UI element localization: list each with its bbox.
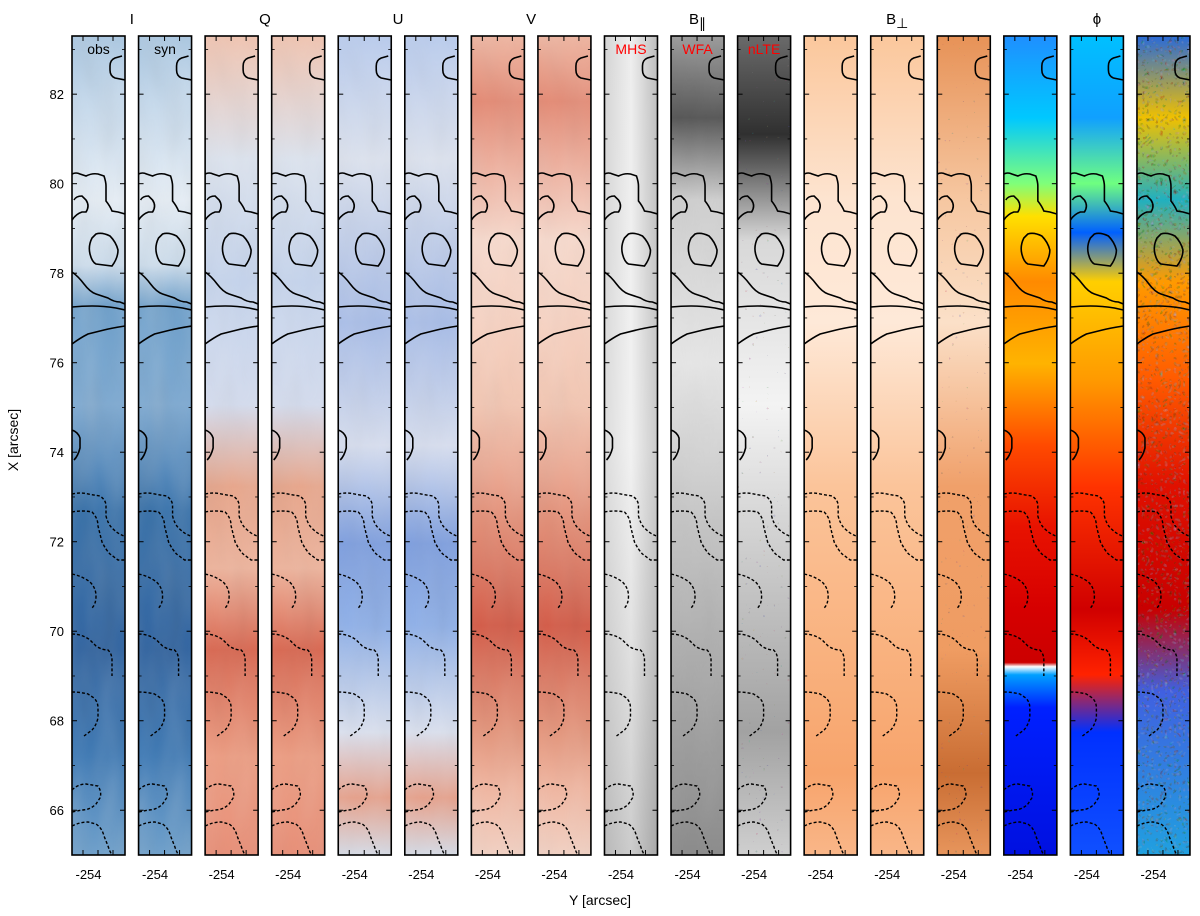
contour-overlay — [471, 55, 525, 855]
x-tick-label: -254 — [741, 867, 767, 882]
contour-overlay — [1003, 55, 1057, 855]
panel-label: nLTE — [748, 41, 780, 57]
map-panel: -254 — [1003, 35, 1058, 882]
map-panel: -254 — [1069, 35, 1125, 882]
contour-overlay — [338, 55, 392, 855]
x-tick-label: -254 — [342, 867, 368, 882]
contour-overlay — [537, 55, 591, 855]
y-tick-label: 76 — [50, 356, 64, 371]
y-tick-label: 74 — [50, 445, 64, 460]
map-panel: -254 — [204, 35, 259, 882]
group-title: ϕ — [1093, 11, 1101, 28]
x-tick-label: -254 — [1007, 867, 1033, 882]
y-axis: 66 68 70 72 74 76 78 80 82 — [50, 87, 64, 818]
y-tick-label: 82 — [50, 87, 64, 102]
x-tick-label: -254 — [1140, 867, 1166, 882]
map-panel: -254 — [869, 35, 925, 882]
x-tick-label: -254 — [874, 867, 900, 882]
y-tick-label: 78 — [50, 266, 64, 281]
y-tick-label: 68 — [50, 714, 64, 729]
y-tick-label: 70 — [50, 624, 64, 639]
x-tick-label: -254 — [1074, 867, 1100, 882]
x-tick-label: -254 — [142, 867, 168, 882]
x-tick-label: -254 — [475, 867, 501, 882]
map-panel: -254 — [270, 35, 326, 882]
map-panel: -254 WFA — [670, 35, 725, 882]
map-panel: -254 — [537, 35, 592, 882]
contour-overlay — [1070, 55, 1124, 855]
map-panel: -254 — [403, 35, 459, 882]
group-title: Q — [259, 11, 271, 28]
x-tick-label: -254 — [275, 867, 301, 882]
contour-overlay — [404, 55, 458, 855]
map-panel: -254 nLTE — [736, 35, 792, 882]
group-titles: I Q U V B∥ B⊥ ϕ — [130, 11, 1101, 31]
contour-overlay — [870, 55, 924, 855]
x-tick-label: -254 — [209, 867, 235, 882]
x-tick-label: -254 — [675, 867, 701, 882]
x-tick-label: -254 — [941, 867, 967, 882]
y-axis-label: X [arcsec] — [5, 409, 21, 471]
map-panel: -254 — [1136, 35, 1191, 882]
contour-overlay — [937, 55, 991, 855]
map-panel: -254 — [470, 35, 526, 882]
map-panel: -254 — [936, 35, 992, 882]
panel-label: syn — [154, 41, 176, 57]
x-tick-label: -254 — [608, 867, 634, 882]
contour-overlay — [671, 55, 725, 855]
contour-overlay — [205, 55, 259, 855]
map-panel: -254 obs — [71, 35, 126, 882]
map-panel: -254 — [337, 35, 393, 882]
contour-overlay — [604, 55, 658, 855]
map-panel: -254 MHS — [603, 35, 659, 882]
x-tick-label: -254 — [808, 867, 834, 882]
map-panel: -254 — [803, 35, 858, 882]
group-title: V — [526, 11, 536, 28]
x-tick-label: -254 — [75, 867, 101, 882]
x-axis-label: Y [arcsec] — [569, 892, 631, 908]
group-title: B⊥ — [886, 11, 908, 31]
contour-overlay — [271, 55, 325, 855]
map-panel: -254 syn — [137, 35, 193, 882]
panel-label: obs — [87, 41, 110, 57]
contour-overlay — [737, 55, 791, 855]
x-tick-label: -254 — [541, 867, 567, 882]
contour-overlay — [72, 55, 125, 855]
y-tick-label: 66 — [50, 803, 64, 818]
contour-overlay — [1136, 55, 1190, 855]
group-title: B∥ — [689, 11, 706, 31]
group-title: I — [130, 11, 134, 28]
contour-overlay — [138, 55, 192, 855]
group-title: U — [393, 11, 404, 28]
panel-label: MHS — [615, 41, 646, 57]
y-tick-label: 80 — [50, 177, 64, 192]
panel-label: WFA — [682, 41, 713, 57]
x-tick-label: -254 — [408, 867, 434, 882]
y-tick-label: 72 — [50, 535, 64, 550]
contour-overlay — [804, 55, 858, 855]
